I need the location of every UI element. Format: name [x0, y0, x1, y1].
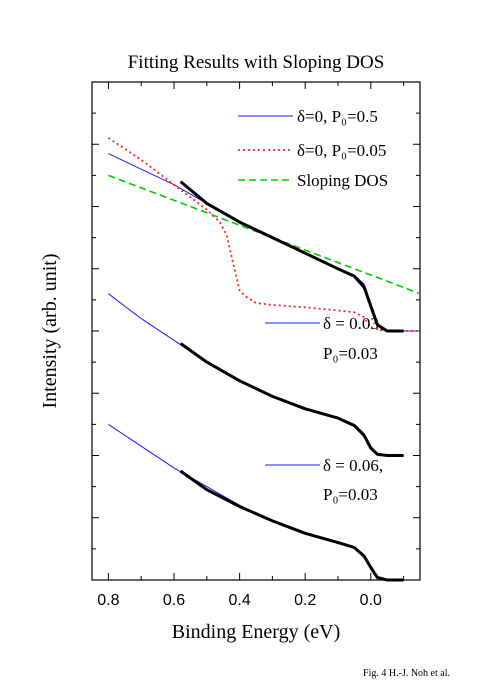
legend-label-3b: P₀=0.03: [323, 485, 378, 504]
legend-label-2b: P₀=0.03: [323, 344, 378, 363]
series-line-g0-s2: [108, 174, 421, 295]
figure-credit: Fig. 4 H.-J. Noh et al.: [363, 668, 450, 679]
plot-area: 0.8 0.6 0.4 0.2 0.0 δ=0, P₀=0.5 δ=0, P₀=0.05 S…: [91, 81, 421, 609]
series-line-g1-s1: [179, 342, 404, 457]
axis-ticks: 0.8 0.6 0.4 0.2 0.0: [92, 82, 420, 609]
legend-layer: δ=0, P₀=0.5 δ=0, P₀=0.05 Sloping DOS δ = 0.…: [238, 107, 388, 504]
legend-label-1-0: δ=0, P₀=0.5: [297, 107, 378, 126]
series-line-g0-s1: [107, 137, 420, 332]
chart-title: Fitting Results with Sloping DOS: [128, 52, 385, 73]
x-tick-label: 0.0: [360, 592, 382, 609]
series-layer: [107, 137, 421, 582]
legend-label-3: δ = 0.06,: [323, 456, 383, 475]
y-axis-label: Intensity (arb. unit): [39, 254, 61, 409]
legend-label-1-1: δ=0, P₀=0.05: [297, 141, 386, 160]
x-axis-label: Binding Energy (eV): [172, 621, 341, 643]
legend-label-2: δ = 0.03,: [323, 314, 383, 333]
legend-label-1-2: Sloping DOS: [297, 171, 388, 190]
x-tick-label: 0.6: [163, 592, 185, 609]
x-tick-label: 0.4: [228, 592, 250, 609]
series-line-g2-s1: [179, 469, 404, 582]
x-tick-label: 0.2: [294, 592, 316, 609]
x-tick-label: 0.8: [97, 592, 119, 609]
series-line-g0-s3: [179, 180, 404, 333]
